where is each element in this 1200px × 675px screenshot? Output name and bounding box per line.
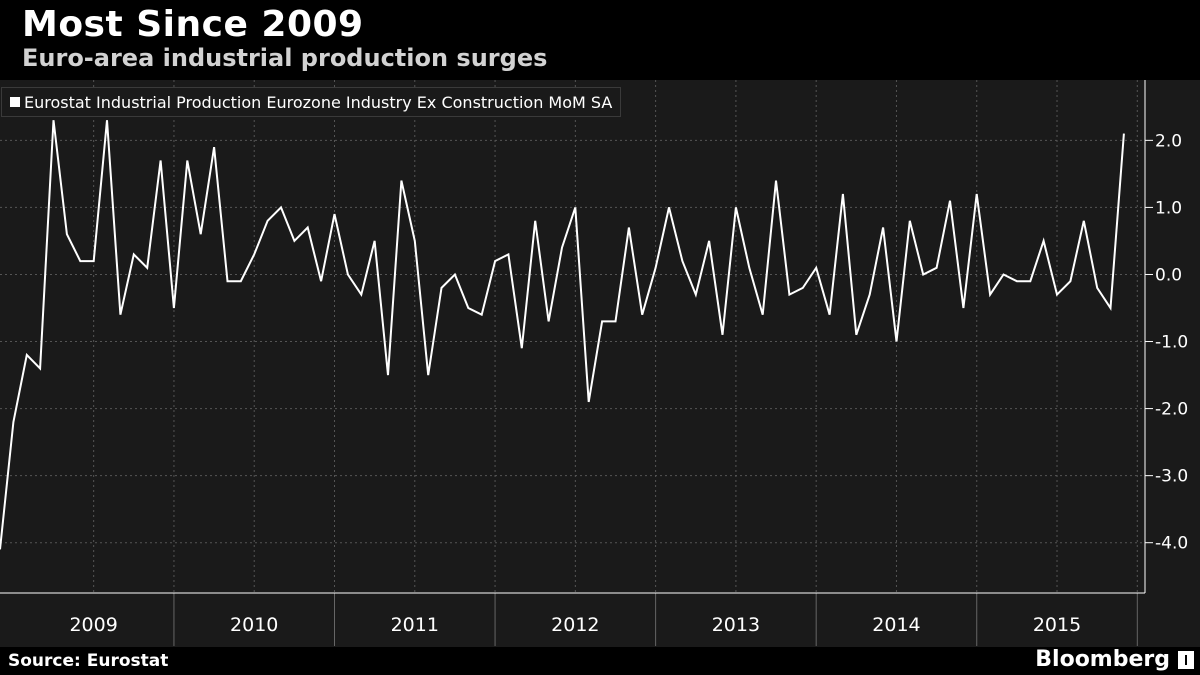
- x-tick-label: 2012: [551, 614, 599, 636]
- x-tick-label: 2011: [391, 614, 439, 636]
- source-note: Source: Eurostat: [8, 651, 169, 671]
- y-tick-label: 0.0: [1155, 265, 1182, 285]
- series-line: [0, 120, 1125, 550]
- bloomberg-icon: [1178, 651, 1194, 669]
- y-tick-label: -3.0: [1155, 467, 1188, 487]
- legend-swatch: [10, 97, 20, 107]
- x-tick-label: 2014: [872, 614, 920, 636]
- y-tick-label: -2.0: [1155, 400, 1188, 420]
- chart-subtitle: Euro-area industrial production surges: [22, 44, 548, 72]
- y-tick-label: 1.0: [1155, 198, 1182, 218]
- legend: Eurostat Industrial Production Eurozone …: [1, 87, 622, 117]
- y-tick-label: -4.0: [1155, 534, 1188, 554]
- y-tick-label: -1.0: [1155, 333, 1188, 353]
- x-tick-label: 2013: [712, 614, 760, 636]
- chart-area: 2.0 1.0 0.0 -1.0 -2.0 -3.0 -4.0 2009 2010 2011 201…: [0, 80, 1200, 647]
- x-tick-label: 2015: [1033, 614, 1081, 636]
- x-tick-label: 2009: [69, 614, 117, 636]
- chart-title: Most Since 2009: [22, 4, 364, 45]
- x-tick-label: 2010: [230, 614, 278, 636]
- line-chart: 2.0 1.0 0.0 -1.0 -2.0 -3.0 -4.0 2009 2010 2011 201…: [0, 80, 1188, 646]
- brand-logo: Bloomberg: [1035, 647, 1170, 672]
- y-tick-label: 2.0: [1155, 131, 1182, 151]
- legend-label: Eurostat Industrial Production Eurozone …: [24, 92, 613, 112]
